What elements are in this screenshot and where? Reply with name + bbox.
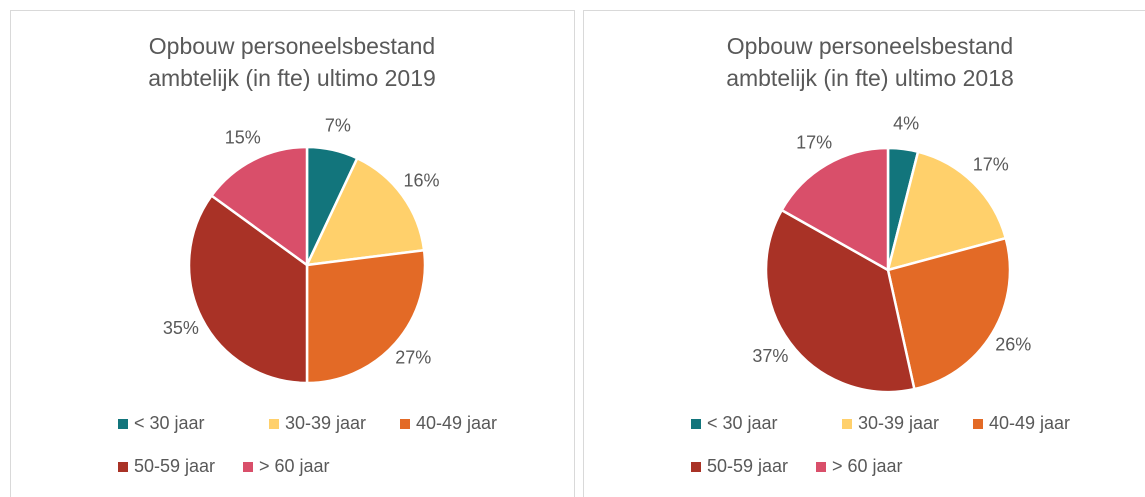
data-label: 26%	[995, 335, 1031, 355]
legend-swatch	[691, 462, 701, 472]
data-label: 16%	[404, 171, 440, 191]
pie-slice	[886, 236, 1012, 391]
data-label: 17%	[796, 132, 832, 152]
chart-title: Opbouw personeelsbestand	[149, 33, 435, 59]
legend-label: 50-59 jaar	[707, 456, 788, 476]
data-label: 27%	[395, 347, 431, 367]
pie-slice	[209, 145, 309, 268]
legend-label: 30-39 jaar	[858, 413, 939, 433]
chart-title: Opbouw personeelsbestand	[727, 33, 1013, 59]
legend-swatch	[118, 419, 128, 429]
pie-slice	[305, 248, 427, 385]
legend-label: < 30 jaar	[707, 413, 778, 433]
pie-slice	[187, 193, 309, 385]
legend-swatch	[842, 419, 852, 429]
legend-label: > 60 jaar	[832, 456, 903, 476]
data-label: 7%	[325, 116, 351, 136]
pie-slice	[780, 146, 890, 273]
legend-swatch	[118, 462, 128, 472]
legend-label: 30-39 jaar	[285, 413, 366, 433]
legend-label: > 60 jaar	[259, 456, 330, 476]
data-label: 4%	[893, 113, 919, 133]
legend-label: < 30 jaar	[134, 413, 205, 433]
data-label: 35%	[163, 318, 199, 338]
chart-title: ambtelijk (in fte) ultimo 2019	[148, 65, 436, 91]
pie-slice	[304, 156, 426, 267]
data-label: 17%	[973, 154, 1009, 174]
legend-swatch	[269, 419, 279, 429]
legend-swatch	[816, 462, 826, 472]
pie-slice	[764, 208, 916, 394]
legend-label: 40-49 jaar	[416, 413, 497, 433]
chart-title: ambtelijk (in fte) ultimo 2018	[726, 65, 1014, 91]
legend-label: 40-49 jaar	[989, 413, 1070, 433]
legend-swatch	[691, 419, 701, 429]
legend-swatch	[973, 419, 983, 429]
data-label: 37%	[752, 346, 788, 366]
legend-swatch	[400, 419, 410, 429]
legend-swatch	[243, 462, 253, 472]
data-label: 15%	[225, 128, 261, 148]
pie-slice	[886, 150, 1008, 272]
legend-label: 50-59 jaar	[134, 456, 215, 476]
